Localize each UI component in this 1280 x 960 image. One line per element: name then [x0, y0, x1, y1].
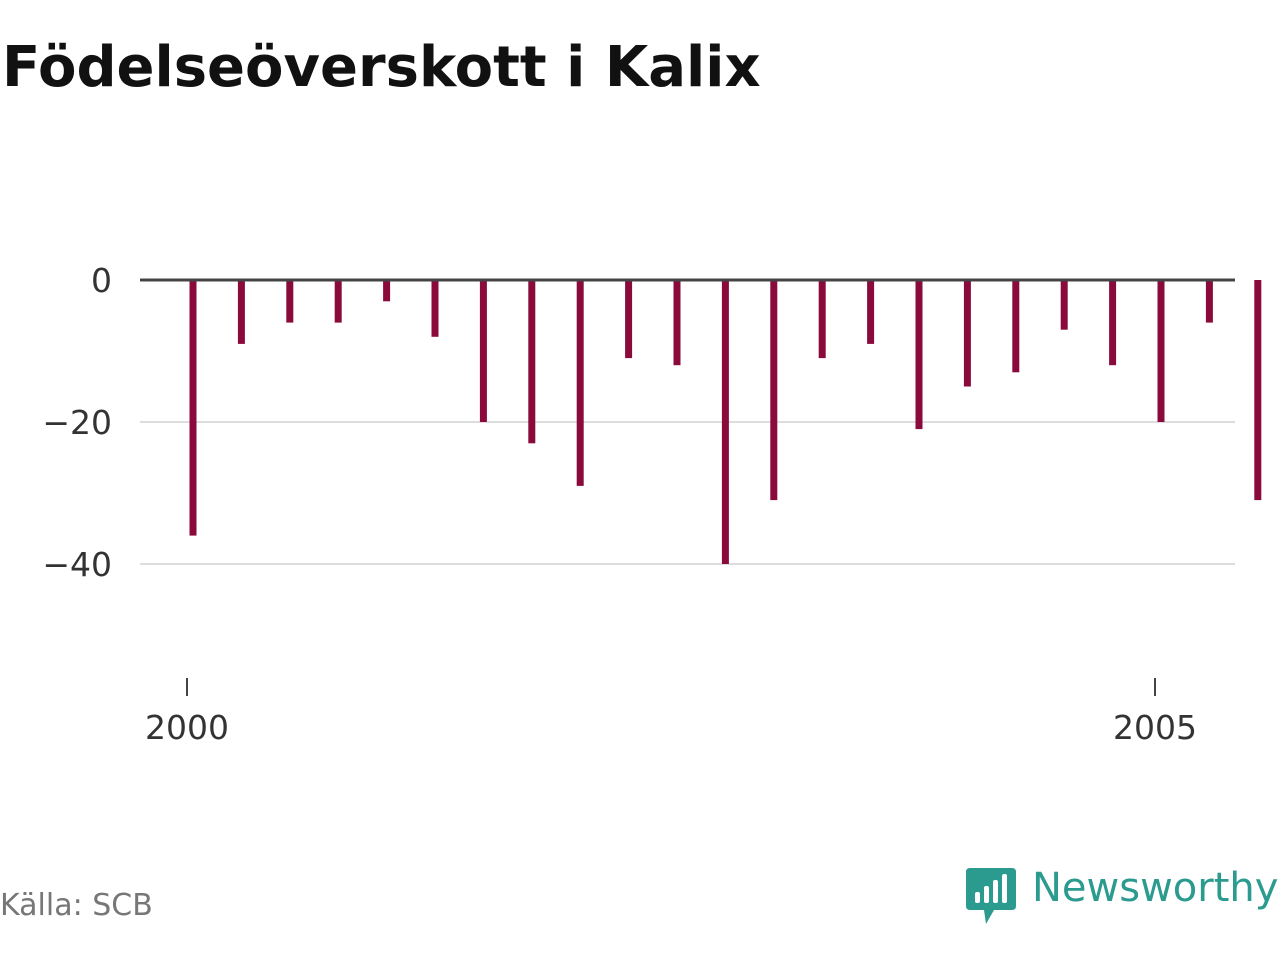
x-axis: 200020052010201520202025 [145, 678, 1197, 747]
x-tick-label: 2005 [1113, 708, 1197, 747]
bar [1157, 280, 1165, 422]
y-tick-label: 0 [91, 261, 112, 300]
y-axis: 0 −20 −40 [42, 261, 112, 584]
bar [1012, 280, 1020, 373]
brand-name: Newsworthy [1032, 865, 1279, 911]
bar [818, 280, 826, 359]
bar [479, 280, 487, 422]
bar [867, 280, 875, 344]
bar [1205, 280, 1213, 323]
bar [334, 280, 342, 323]
bar [383, 280, 391, 302]
y-tick-label: −40 [42, 545, 112, 584]
newsworthy-logo-icon [966, 868, 1016, 924]
bar [189, 280, 197, 536]
chart-title: Födelseöverskott i Kalix [2, 35, 761, 100]
bar [237, 280, 245, 344]
bars [189, 280, 1262, 564]
bar [770, 280, 778, 501]
bar [673, 280, 681, 366]
bar [721, 280, 729, 564]
bar [1254, 280, 1262, 501]
bar-chart: 0−20−40 200020052010201520202025 [42, 261, 1262, 747]
bar [528, 280, 536, 444]
bar [1060, 280, 1068, 330]
bar [625, 280, 633, 359]
bar [915, 280, 923, 430]
bar [1109, 280, 1117, 366]
y-tick-label: −20 [42, 403, 112, 442]
bar [431, 280, 439, 337]
bar [576, 280, 584, 486]
bar [963, 280, 971, 387]
x-tick-label: 2000 [145, 708, 229, 747]
bar [286, 280, 294, 323]
brand-logo: Newsworthy [964, 866, 1280, 930]
grid-lines [140, 421, 1235, 565]
source-label: Källa: SCB [0, 888, 153, 923]
